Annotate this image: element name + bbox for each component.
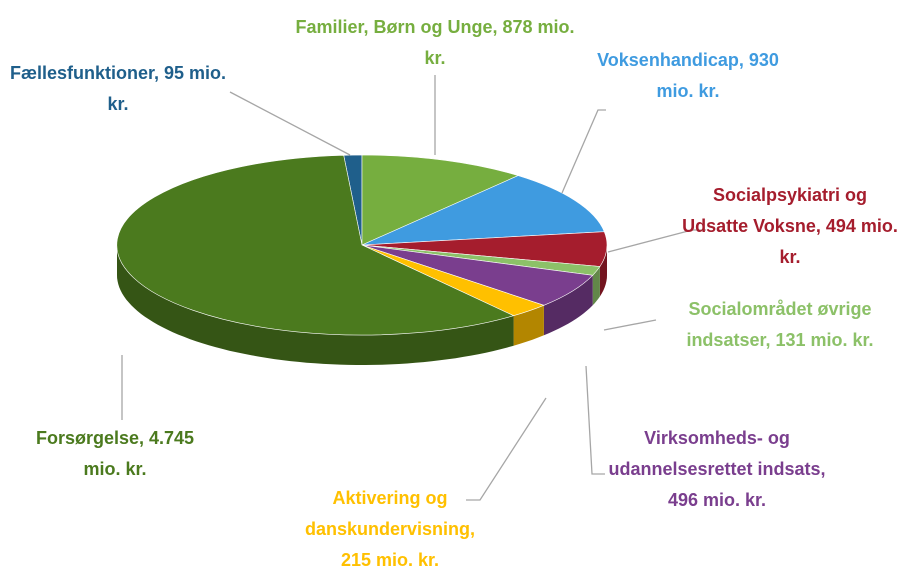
leader-line bbox=[603, 319, 657, 331]
pie-slice-side bbox=[599, 245, 607, 297]
leader-line bbox=[561, 109, 606, 194]
data-label: Aktivering og danskundervisning, 215 mio… bbox=[304, 488, 476, 570]
data-label: Socialområdet øvrige indsatser, 131 mio.… bbox=[686, 299, 874, 350]
data-label: Familier, Børn og Unge, 878 mio. kr. bbox=[295, 17, 575, 68]
pie-slice bbox=[361, 154, 519, 246]
data-label: Voksenhandicap, 930 mio. kr. bbox=[597, 50, 779, 101]
data-label: Socialpsykiatri og Udsatte Voksne, 494 m… bbox=[682, 185, 898, 267]
pie-slice bbox=[361, 175, 605, 246]
data-label: Virksomheds- og udannelsesrettet indsats… bbox=[608, 428, 826, 510]
pie-slice-side bbox=[513, 305, 544, 346]
pie-slice-side bbox=[117, 245, 514, 365]
leader-line bbox=[607, 229, 706, 253]
data-label: Forsørgelse, 4.745 mio. kr. bbox=[35, 428, 195, 479]
leader-line bbox=[466, 397, 547, 501]
pie-slice-side bbox=[592, 266, 600, 306]
leader-line bbox=[585, 365, 605, 475]
leader-line bbox=[229, 91, 351, 156]
leader-lines bbox=[121, 75, 706, 501]
pie-slice-side bbox=[543, 275, 593, 336]
pie-slice bbox=[116, 154, 515, 336]
data-label: Fællesfunktioner, 95 mio. kr. bbox=[9, 63, 227, 114]
